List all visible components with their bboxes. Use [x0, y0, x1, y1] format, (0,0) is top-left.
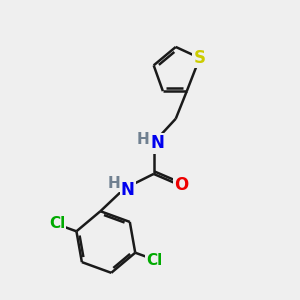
Text: H: H — [108, 176, 120, 190]
Text: S: S — [194, 49, 206, 67]
Text: Cl: Cl — [147, 254, 163, 268]
Text: N: N — [150, 134, 164, 152]
Text: H: H — [137, 132, 150, 147]
Text: N: N — [121, 182, 135, 200]
Text: O: O — [174, 176, 188, 194]
Text: Cl: Cl — [49, 216, 65, 231]
